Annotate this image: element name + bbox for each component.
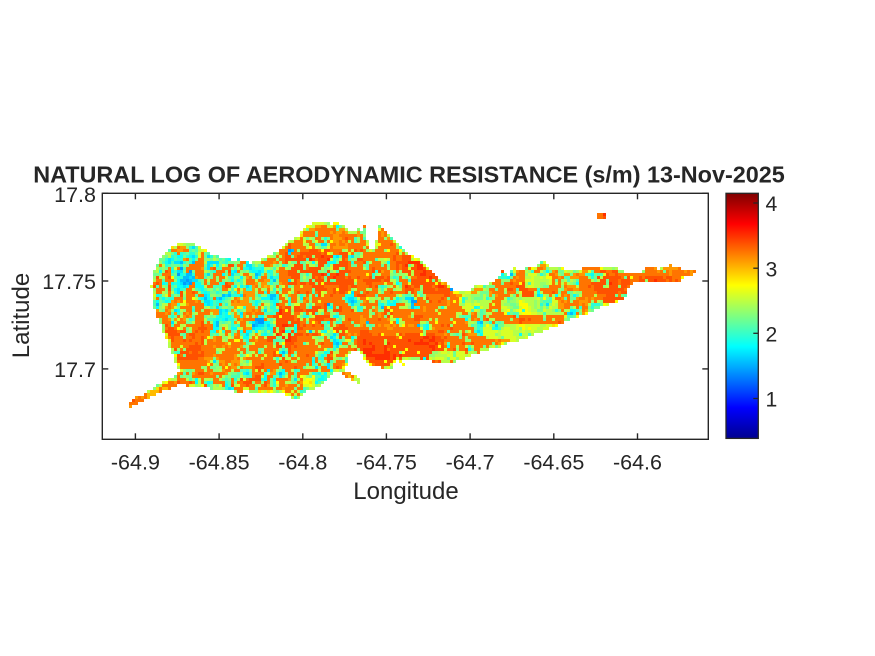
- svg-text:-64.7: -64.7: [446, 450, 495, 474]
- svg-text:-64.75: -64.75: [356, 450, 417, 474]
- svg-text:17.8: 17.8: [54, 183, 96, 207]
- svg-text:-64.6: -64.6: [613, 450, 662, 474]
- svg-text:17.7: 17.7: [54, 358, 96, 382]
- svg-text:-64.85: -64.85: [189, 450, 250, 474]
- svg-text:2: 2: [766, 323, 778, 346]
- svg-text:3: 3: [766, 258, 778, 281]
- svg-text:-64.65: -64.65: [523, 450, 584, 474]
- svg-text:Latitude: Latitude: [8, 273, 35, 358]
- svg-text:Longitude: Longitude: [353, 478, 458, 505]
- svg-text:4: 4: [766, 193, 778, 216]
- svg-text:-64.9: -64.9: [111, 450, 160, 474]
- svg-text:1: 1: [766, 389, 778, 412]
- svg-text:17.75: 17.75: [42, 270, 96, 294]
- svg-text:-64.8: -64.8: [278, 450, 327, 474]
- svg-text:NATURAL LOG OF AERODYNAMIC RES: NATURAL LOG OF AERODYNAMIC RESISTANCE (s…: [33, 162, 785, 188]
